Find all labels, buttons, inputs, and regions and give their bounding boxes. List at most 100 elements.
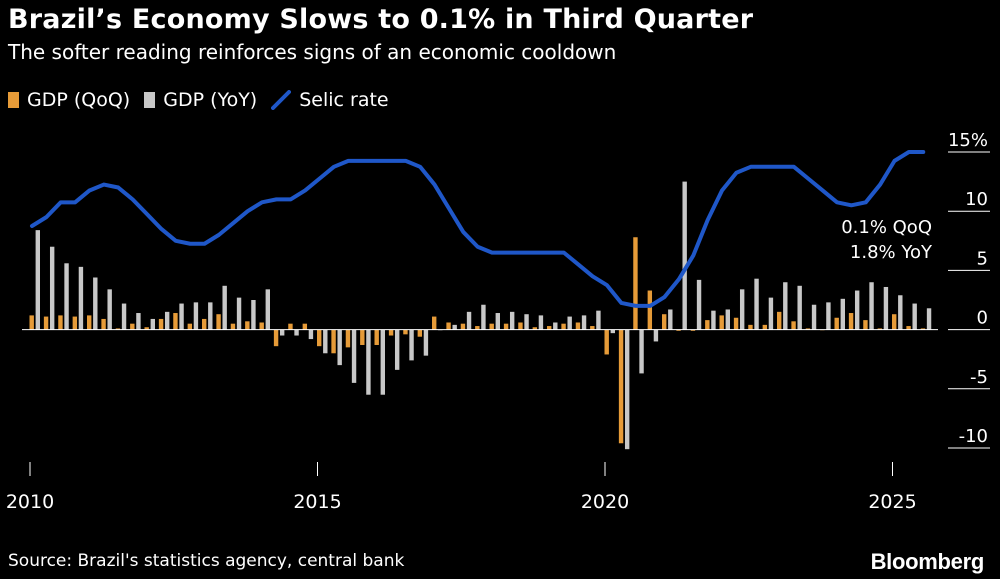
bar-gdp-qoq bbox=[302, 323, 308, 330]
bar-gdp-yoy bbox=[912, 303, 917, 330]
bar-gdp-yoy bbox=[711, 310, 716, 330]
bar-gdp-yoy bbox=[596, 310, 601, 330]
source-note: Source: Brazil's statistics agency, cent… bbox=[8, 551, 405, 571]
bar-gdp-yoy bbox=[452, 324, 457, 330]
bar-gdp-yoy bbox=[409, 329, 414, 361]
bar-gdp-qoq bbox=[230, 323, 236, 330]
y-tick-label: -5 bbox=[970, 367, 988, 388]
bar-gdp-yoy bbox=[754, 278, 759, 330]
bar-gdp-qoq bbox=[460, 323, 466, 330]
bar-gdp-qoq bbox=[345, 329, 351, 348]
bar-gdp-yoy bbox=[208, 302, 213, 330]
y-tick-label: 0 bbox=[977, 308, 988, 329]
bar-gdp-qoq bbox=[273, 329, 279, 347]
bar-gdp-yoy bbox=[668, 309, 673, 330]
bar-gdp-yoy bbox=[394, 329, 400, 370]
x-tick-label: 2020 bbox=[581, 491, 629, 513]
bar-gdp-yoy bbox=[294, 329, 299, 336]
bar-gdp-qoq bbox=[748, 324, 753, 330]
bar-gdp-yoy bbox=[869, 282, 874, 330]
bar-gdp-qoq bbox=[173, 313, 178, 330]
bar-gdp-yoy bbox=[725, 309, 730, 330]
bar-gdp-yoy bbox=[35, 230, 40, 330]
legend-label-selic: Selic rate bbox=[299, 89, 389, 111]
bar-gdp-qoq bbox=[906, 326, 911, 330]
bar-gdp-yoy bbox=[768, 297, 774, 330]
bar-gdp-qoq bbox=[417, 329, 423, 337]
bar-gdp-yoy bbox=[826, 302, 831, 330]
bar-gdp-qoq bbox=[518, 322, 523, 330]
bar-gdp-qoq bbox=[87, 315, 92, 330]
bar-gdp-yoy bbox=[466, 311, 472, 330]
bar-gdp-qoq bbox=[29, 315, 34, 330]
bar-gdp-yoy bbox=[553, 322, 558, 330]
bar-gdp-qoq bbox=[259, 322, 264, 330]
x-tick-label: 2010 bbox=[6, 491, 54, 513]
bar-gdp-qoq bbox=[432, 316, 437, 330]
bar-gdp-qoq bbox=[547, 326, 552, 330]
bar-gdp-qoq bbox=[834, 317, 839, 330]
bar-gdp-qoq bbox=[489, 323, 494, 330]
bloomberg-logo: Bloomberg bbox=[870, 549, 985, 574]
bar-gdp-yoy bbox=[164, 311, 170, 330]
bar-gdp-yoy bbox=[495, 313, 500, 330]
x-tick-label: 2025 bbox=[868, 491, 916, 513]
bar-gdp-qoq bbox=[633, 237, 638, 330]
bar-gdp-yoy bbox=[538, 315, 544, 330]
bar-gdp-yoy bbox=[323, 329, 328, 354]
bar-gdp-qoq bbox=[733, 317, 739, 330]
bar-gdp-yoy bbox=[380, 329, 385, 395]
bar-gdp-qoq bbox=[475, 326, 480, 330]
bar-gdp-yoy bbox=[351, 329, 357, 383]
bar-gdp-qoq bbox=[72, 316, 78, 330]
chart-subtitle: The softer reading reinforces signs of a… bbox=[8, 40, 617, 64]
bar-gdp-yoy bbox=[265, 289, 270, 330]
bar-gdp-yoy bbox=[624, 329, 630, 450]
bar-gdp-qoq bbox=[331, 329, 336, 354]
bar-gdp-yoy bbox=[926, 308, 932, 330]
bar-gdp-yoy bbox=[653, 329, 659, 342]
bar-gdp-qoq bbox=[158, 318, 164, 330]
bar-gdp-qoq bbox=[777, 311, 782, 330]
bar-gdp-qoq bbox=[374, 329, 379, 345]
bar-gdp-qoq bbox=[892, 314, 897, 330]
bar-gdp-qoq bbox=[590, 326, 595, 330]
bar-gdp-yoy bbox=[696, 279, 702, 330]
bar-gdp-qoq bbox=[863, 320, 868, 330]
legend-item-gdp-yoy: GDP (YoY) bbox=[144, 89, 257, 111]
bar-gdp-yoy bbox=[524, 314, 529, 330]
bar-gdp-qoq bbox=[561, 323, 566, 330]
bar-gdp-yoy bbox=[308, 329, 314, 340]
bar-gdp-yoy bbox=[49, 246, 55, 330]
bar-gdp-yoy bbox=[121, 303, 127, 330]
bar-gdp-yoy bbox=[783, 282, 788, 330]
bar-gdp-qoq bbox=[705, 320, 710, 330]
bar-gdp-yoy bbox=[481, 304, 486, 330]
bar-gdp-yoy bbox=[337, 329, 342, 366]
bar-gdp-yoy bbox=[423, 329, 429, 356]
bar-gdp-yoy bbox=[739, 289, 745, 330]
latest-reading-annotation: 0.1% QoQ 1.8% YoY bbox=[841, 217, 933, 263]
bar-gdp-yoy bbox=[222, 285, 227, 330]
bar-gdp-yoy bbox=[93, 277, 98, 330]
bar-gdp-qoq bbox=[288, 323, 293, 330]
y-tick-label: 5 bbox=[977, 248, 988, 269]
bar-gdp-yoy bbox=[279, 329, 285, 336]
selic-line-swatch-icon bbox=[271, 90, 292, 110]
bar-gdp-qoq bbox=[130, 323, 135, 330]
y-tick-label: -10 bbox=[959, 426, 988, 447]
bar-gdp-qoq bbox=[604, 329, 609, 355]
annotation-qoq: 0.1% QoQ bbox=[841, 217, 932, 238]
bar-gdp-qoq bbox=[676, 329, 681, 331]
bar-gdp-qoq bbox=[848, 313, 854, 330]
bar-gdp-qoq bbox=[446, 322, 451, 330]
bar-gdp-qoq bbox=[317, 329, 322, 347]
bar-gdp-qoq bbox=[187, 323, 193, 330]
bar-gdp-yoy bbox=[366, 329, 371, 395]
bar-gdp-yoy bbox=[150, 318, 155, 330]
selic-series bbox=[30, 150, 926, 308]
x-tick-label: 2015 bbox=[293, 491, 341, 513]
legend-label-gdp-yoy: GDP (YoY) bbox=[163, 89, 258, 111]
bar-gdp-qoq bbox=[43, 316, 49, 330]
